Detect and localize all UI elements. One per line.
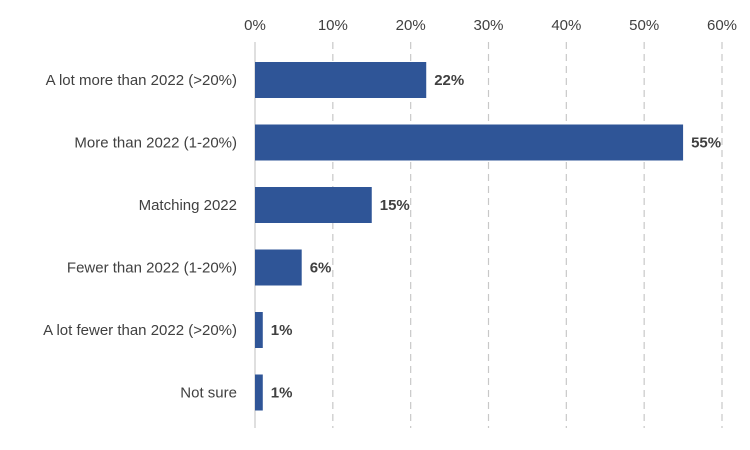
bar <box>255 249 302 286</box>
bar <box>255 312 263 348</box>
data-label: 6% <box>310 260 332 277</box>
data-label: 15% <box>380 197 410 214</box>
category-label: More than 2022 (1-20%) <box>74 135 237 152</box>
data-label: 55% <box>691 135 721 152</box>
x-tick-label: 60% <box>707 17 737 34</box>
data-label: 1% <box>271 385 293 402</box>
bar <box>255 124 684 161</box>
x-tick-label: 30% <box>473 17 503 34</box>
x-tick-label: 20% <box>396 17 426 34</box>
data-labels: 22% 55% 15% 6% 1% 1% <box>271 72 721 402</box>
gridlines <box>332 42 723 428</box>
category-label: A lot more than 2022 (>20%) <box>46 72 237 89</box>
bars <box>255 62 684 411</box>
x-tick-label: 50% <box>629 17 659 34</box>
data-label: 1% <box>271 322 293 339</box>
category-label: A lot fewer than 2022 (>20%) <box>43 322 237 339</box>
bar <box>255 62 427 98</box>
category-label: Fewer than 2022 (1-20%) <box>67 260 237 277</box>
x-tick-label: 10% <box>318 17 348 34</box>
category-labels: A lot more than 2022 (>20%) More than 202… <box>43 72 237 402</box>
bar <box>255 187 372 223</box>
bar <box>255 374 263 411</box>
x-tick-label: 40% <box>551 17 581 34</box>
category-label: Not sure <box>180 385 237 402</box>
x-axis-tick-labels: 0% 10% 20% 30% 40% 50% 60% <box>244 17 737 34</box>
x-tick-label: 0% <box>244 17 266 34</box>
data-label: 22% <box>434 72 464 89</box>
category-label: Matching 2022 <box>139 197 237 214</box>
